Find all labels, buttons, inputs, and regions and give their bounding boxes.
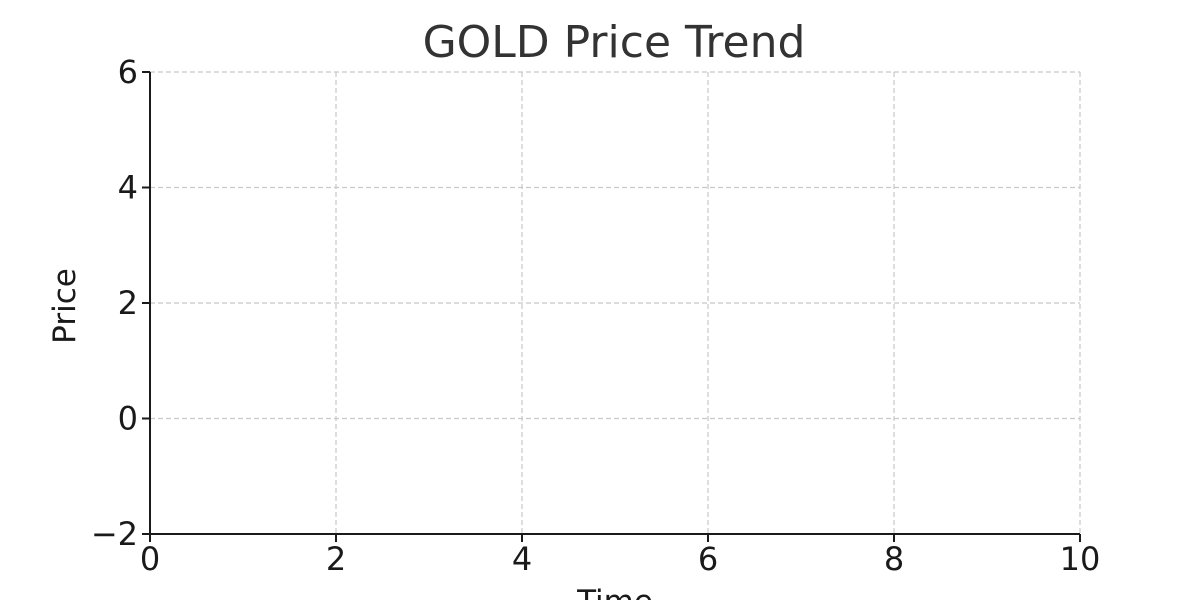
x-tick-label: 4: [512, 540, 532, 578]
grid-layer: [149, 71, 1081, 535]
x-tick-label: 10: [1060, 540, 1101, 578]
y-tick-label: 6: [118, 53, 138, 91]
x-tick-label: 0: [140, 540, 160, 578]
y-tick-label: 0: [118, 400, 138, 438]
y-tick-label: 2: [118, 284, 138, 322]
y-axis-label: Price: [47, 268, 83, 344]
x-tick-label: 8: [884, 540, 904, 578]
y-tick-label: 4: [118, 169, 138, 207]
y-tick-label: −2: [91, 515, 138, 553]
chart-title: GOLD Price Trend: [423, 17, 806, 68]
x-tick-label: 2: [326, 540, 346, 578]
x-axis-label: Time: [576, 584, 653, 600]
x-tick-label: 6: [698, 540, 718, 578]
